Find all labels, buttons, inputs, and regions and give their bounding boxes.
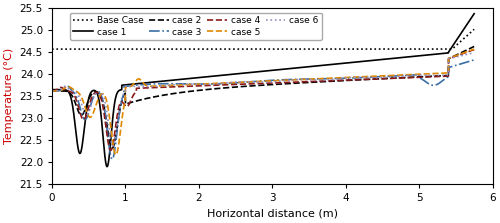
case 4	[49, 90, 55, 92]
case 5	[113, 153, 119, 156]
case 3	[244, 81, 250, 83]
Legend: Base Case, case 1, case 2, case 3, case 4, case 5, case 6: Base Case, case 1, case 2, case 3, case …	[70, 13, 322, 40]
case 4	[244, 83, 250, 85]
case 3	[459, 62, 465, 65]
case 6	[254, 81, 260, 83]
case 4	[70, 93, 76, 95]
Line: case 5: case 5	[52, 49, 474, 155]
case 1	[49, 88, 55, 91]
Line: case 6: case 6	[52, 53, 474, 146]
case 2	[244, 85, 250, 88]
Base Case	[459, 39, 465, 42]
case 6	[70, 90, 76, 93]
case 6	[110, 145, 116, 147]
case 5	[254, 80, 260, 83]
case 2	[49, 90, 55, 92]
case 1	[471, 12, 477, 15]
Base Case	[254, 48, 260, 50]
case 3	[254, 80, 260, 83]
Base Case	[382, 48, 388, 50]
case 6	[382, 76, 388, 79]
case 5	[244, 81, 250, 83]
Base Case	[49, 48, 55, 50]
case 5	[471, 48, 477, 50]
case 1	[70, 111, 76, 114]
case 3	[109, 158, 115, 161]
case 4	[459, 53, 465, 55]
case 1	[104, 165, 110, 168]
Line: case 2: case 2	[52, 46, 474, 148]
Base Case	[243, 48, 249, 50]
case 3	[382, 75, 388, 78]
Line: case 1: case 1	[52, 14, 474, 167]
case 6	[49, 90, 55, 92]
case 6	[459, 54, 465, 57]
Base Case	[458, 39, 464, 42]
case 3	[459, 62, 465, 65]
Y-axis label: Temperature (°C): Temperature (°C)	[4, 48, 14, 144]
case 2	[254, 84, 260, 87]
case 2	[70, 97, 76, 100]
Line: case 3: case 3	[52, 60, 474, 159]
case 5	[70, 88, 76, 91]
case 3	[471, 59, 477, 61]
case 5	[382, 74, 388, 77]
case 2	[459, 51, 465, 54]
case 4	[254, 82, 260, 85]
case 2	[109, 147, 115, 149]
Base Case	[471, 28, 477, 31]
Line: case 4: case 4	[52, 50, 474, 150]
case 3	[49, 90, 55, 92]
case 4	[459, 53, 465, 55]
case 1	[244, 72, 250, 74]
case 2	[459, 51, 465, 54]
case 6	[244, 81, 250, 83]
case 2	[382, 77, 388, 80]
Line: Base Case: Base Case	[52, 29, 474, 49]
case 4	[108, 149, 114, 152]
case 5	[459, 52, 465, 55]
case 1	[459, 30, 465, 33]
Base Case	[70, 48, 76, 50]
case 4	[382, 77, 388, 80]
case 1	[254, 70, 260, 73]
case 6	[471, 51, 477, 54]
case 1	[459, 31, 465, 33]
case 5	[459, 52, 465, 55]
case 6	[459, 54, 465, 57]
case 5	[49, 90, 55, 92]
case 2	[471, 45, 477, 48]
case 3	[70, 91, 76, 93]
case 1	[382, 58, 388, 61]
case 4	[471, 48, 477, 51]
X-axis label: Horizontal distance (m): Horizontal distance (m)	[207, 209, 338, 219]
